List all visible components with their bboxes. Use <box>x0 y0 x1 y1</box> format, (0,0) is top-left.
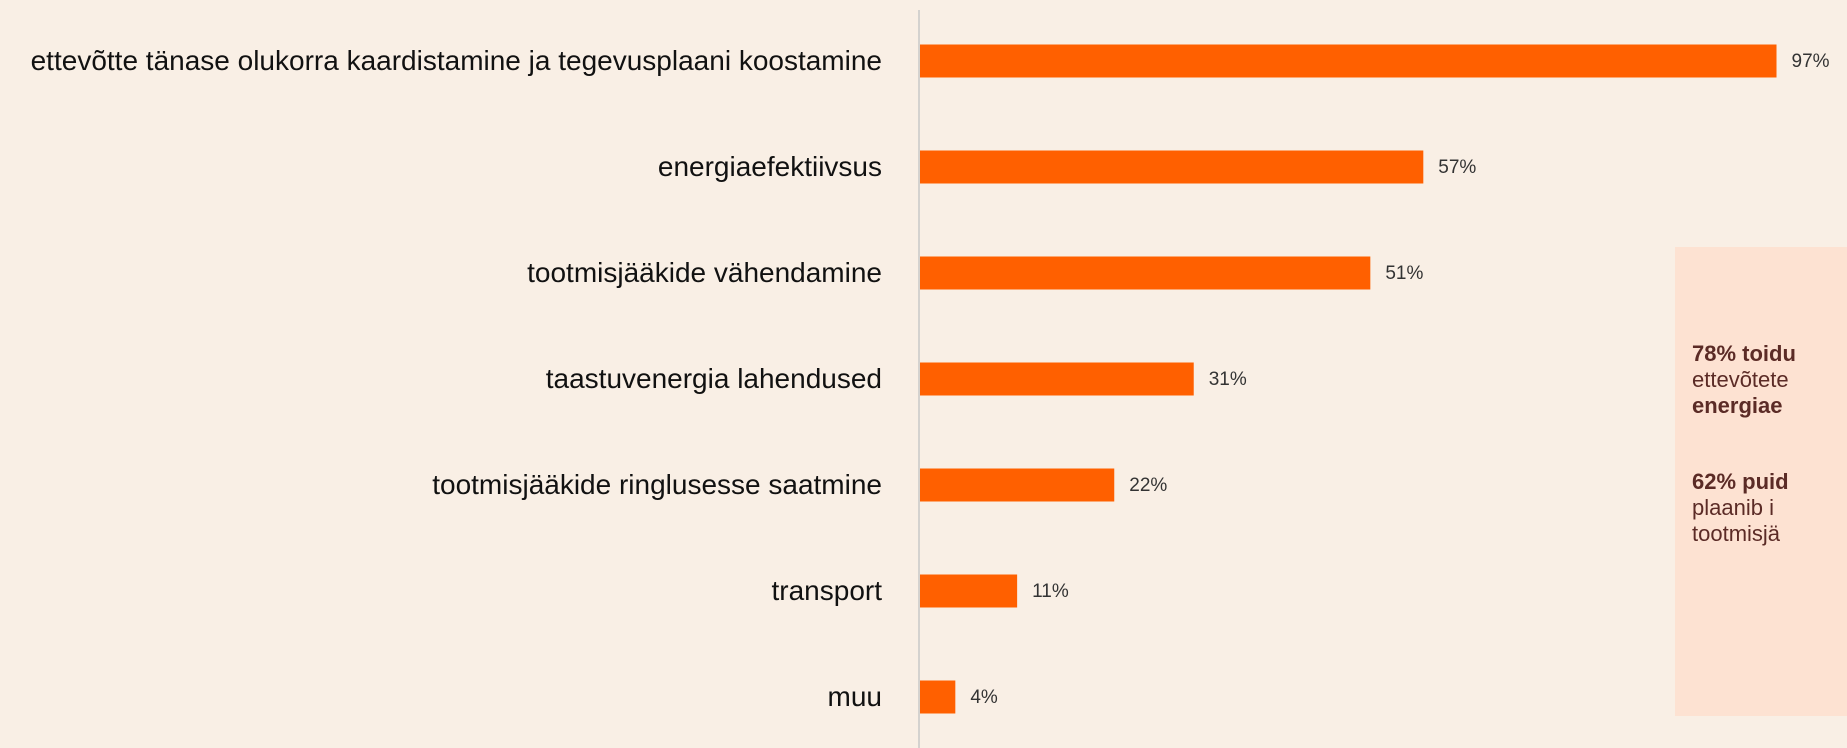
category-label: tootmisjääkide vähendamine <box>527 257 882 288</box>
callout-text: 62% puid <box>1692 469 1789 494</box>
bar <box>920 468 1115 502</box>
bar <box>920 680 956 714</box>
bar <box>920 150 1424 184</box>
callout-text: 78% toidu <box>1692 341 1796 366</box>
value-label: 31% <box>1209 369 1247 390</box>
bar <box>920 574 1018 608</box>
bar <box>920 362 1194 396</box>
category-label: muu <box>827 681 882 712</box>
value-label: 11% <box>1032 581 1069 602</box>
value-label: 51% <box>1385 263 1423 284</box>
callout-box: 78% toidu ettevõtete energiae 62% puid p… <box>1675 247 1847 716</box>
callout-text: ettevõtete <box>1692 367 1789 392</box>
callout-text: energiae <box>1692 393 1783 418</box>
callout-text: plaanib i <box>1692 495 1774 520</box>
bar <box>920 44 1777 78</box>
category-label: ettevõtte tänase olukorra kaardistamine … <box>30 45 882 76</box>
value-label: 57% <box>1438 157 1476 178</box>
value-label: 4% <box>970 687 998 708</box>
value-label: 22% <box>1129 475 1167 496</box>
bar <box>920 256 1371 290</box>
value-label: 97% <box>1792 51 1830 72</box>
category-label: taastuvenergia lahendused <box>545 363 882 394</box>
category-label: transport <box>771 575 883 606</box>
category-label: tootmisjääkide ringlusesse saatmine <box>432 469 882 500</box>
callout-text: tootmisjä <box>1692 521 1781 546</box>
category-label: energiaefektiivsus <box>657 151 882 182</box>
